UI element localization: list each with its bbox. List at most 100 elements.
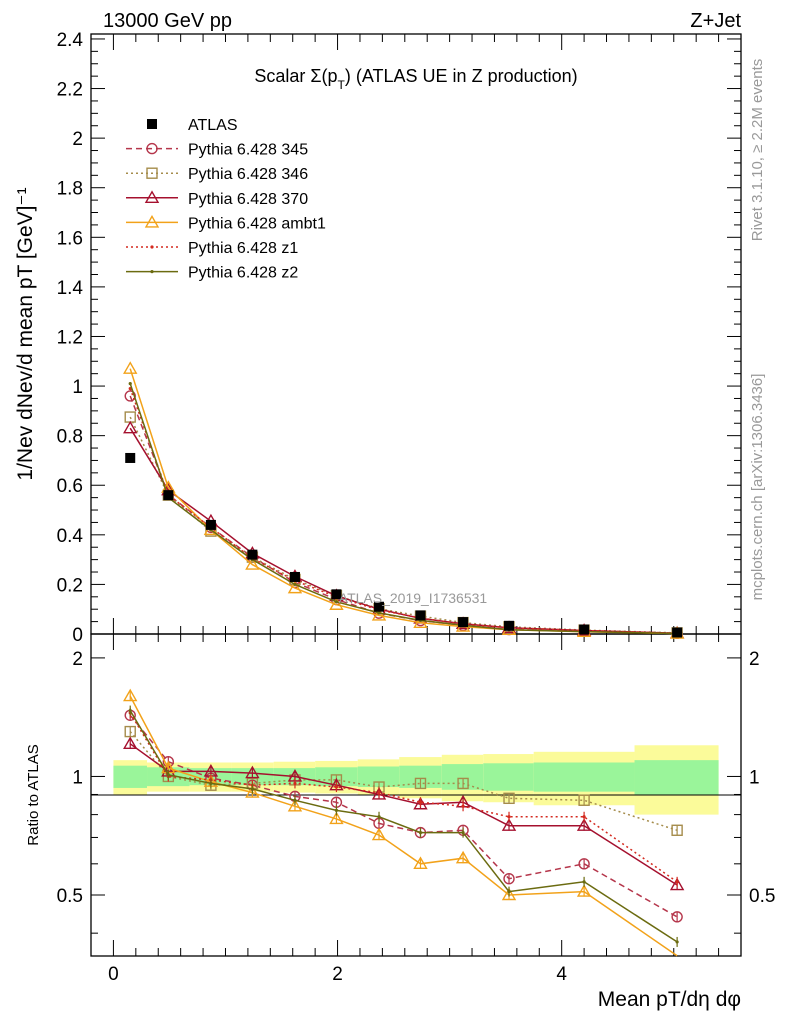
- series-4-ratio-point: [418, 800, 423, 804]
- series-2-ratio-point: [123, 736, 138, 750]
- series-2-point: [123, 420, 138, 434]
- series-5-point: [128, 381, 132, 386]
- atlas-data-point: [579, 624, 590, 635]
- atlas-data-point: [504, 620, 515, 631]
- series-2-ratio-point: [245, 765, 260, 779]
- ratio-y-axis-label: Ratio to ATLAS: [25, 744, 42, 845]
- series-5-ratio-point: [293, 798, 297, 802]
- legend-marker: [144, 214, 160, 228]
- series-1-ratio-line: [129, 731, 678, 832]
- chart-title: Scalar Σ(pT) (ATLAS UE in Z production): [254, 66, 577, 92]
- y-tick-label: 1.2: [57, 327, 83, 348]
- legend: ATLAS Pythia 6.428 345 Pythia 6.428 346 Pyt…: [126, 117, 326, 282]
- y-tick-label: 2: [72, 129, 83, 150]
- ratio-band-inner: [533, 762, 635, 792]
- ratio-tick-label-right: 2: [749, 649, 760, 670]
- energy-label: 13000 GeV pp: [103, 10, 232, 32]
- x-tick-label: 4: [556, 964, 567, 985]
- rivet-version-label: Rivet 3.1.10, ≥ 2.2M events: [749, 59, 766, 242]
- series-3-point: [329, 597, 344, 610]
- series-5-ratio-point: [461, 831, 465, 835]
- series-5-ratio-point: [507, 890, 511, 894]
- ratio-tick-label: 2: [72, 649, 83, 670]
- series-3-ratio-point: [371, 827, 387, 841]
- legend-label: Pythia 6.428 370: [188, 191, 308, 208]
- y-tick-label: 1.8: [57, 179, 83, 200]
- series-3-ratio-point: [501, 887, 517, 901]
- atlas-data-point: [374, 601, 385, 612]
- legend-marker: [150, 270, 154, 274]
- legend-label: ATLAS: [188, 117, 238, 134]
- ratio-tick-label-right: 0.5: [749, 886, 775, 907]
- series-2-ratio-point: [576, 818, 592, 831]
- series-3-point: [371, 607, 387, 621]
- series-0-point: [124, 390, 136, 402]
- series-5-ratio-point: [128, 708, 132, 713]
- y-tick-label: 0.4: [57, 526, 84, 547]
- y-axis-label: 1/Nev dNev/d mean pT [GeV]⁻¹: [14, 187, 37, 480]
- series-3-ratio-point: [413, 856, 428, 870]
- series-1-point: [124, 411, 136, 423]
- series-3-ratio-point: [329, 811, 344, 825]
- series-4-ratio-line: [129, 712, 678, 883]
- series-3-ratio-point: [287, 798, 303, 812]
- series-5-ratio-point: [209, 781, 213, 786]
- series-5-point: [377, 611, 381, 615]
- series-0-ratio-point: [671, 911, 683, 923]
- y-tick-label: 1.4: [57, 278, 84, 299]
- ratio-tick-label-right: 1: [749, 767, 760, 788]
- atlas-data-point: [289, 571, 300, 582]
- series-5-ratio-point: [582, 880, 586, 884]
- ratio-band-inner: [113, 765, 148, 788]
- series-5-point: [293, 582, 297, 587]
- legend-marker: [150, 245, 154, 249]
- series-4-ratio-point: [507, 815, 511, 819]
- y-tick-label: 1: [72, 377, 83, 398]
- ratio-band-inner: [483, 763, 534, 791]
- series-3-ratio-point: [455, 850, 471, 864]
- series-4-ratio-point: [334, 785, 339, 789]
- legend-marker: [146, 167, 158, 179]
- series-5-ratio-line: [129, 710, 678, 943]
- atlas-data-point: [415, 610, 426, 621]
- ratio-series-layer: [123, 688, 685, 957]
- atlas-data-point: [672, 627, 683, 638]
- series-2-ratio-point: [501, 818, 517, 831]
- atlas-data-point: [125, 452, 136, 463]
- series-5-ratio-point: [250, 787, 254, 791]
- legend-label: Pythia 6.428 346: [188, 166, 308, 183]
- atlas-data-point: [458, 617, 469, 628]
- series-1-ratio-point: [414, 777, 427, 790]
- series-4-ratio-point: [582, 815, 586, 819]
- series-3-point: [413, 615, 428, 629]
- series-0-ratio-line: [129, 714, 678, 918]
- series-2-line: [129, 427, 678, 634]
- ratio-band-inner: [399, 765, 442, 788]
- atlas-data-point: [163, 490, 174, 501]
- ratio-tick-label: 0.5: [57, 886, 83, 907]
- series-4-ratio-point: [377, 790, 381, 795]
- series-4-ratio-point: [675, 880, 679, 884]
- legend-label: Pythia 6.428 z2: [188, 265, 298, 282]
- ratio-band-inner: [634, 760, 719, 795]
- series-2-ratio-point: [371, 787, 387, 800]
- series-4-ratio-point: [461, 804, 465, 808]
- atlas-data-point: [331, 589, 342, 600]
- series-4-ratio-point: [293, 781, 297, 786]
- series-5-line: [129, 383, 678, 635]
- series-3-ratio-point: [576, 884, 592, 897]
- legend-label: Pythia 6.428 ambt1: [188, 215, 326, 232]
- axis-ticks: 0 0.2 0.4 0.6 0.8 1 1.2 1.4 1.6 1.8 2 2.2 2.4 0 2 4 0.5 0…: [57, 30, 776, 985]
- legend-label: Pythia 6.428 345: [188, 142, 308, 159]
- series-2-ratio-point: [413, 796, 428, 810]
- atlas-data-point: [247, 549, 258, 560]
- series-5-ratio-point: [418, 831, 423, 835]
- y-tick-label: 2.2: [57, 80, 83, 101]
- legend-marker: [147, 119, 157, 129]
- series-1-ratio-point: [578, 794, 590, 806]
- atlas-data-layer: [125, 452, 683, 638]
- y-tick-label: 0: [72, 625, 83, 646]
- series-3-point: [123, 361, 138, 374]
